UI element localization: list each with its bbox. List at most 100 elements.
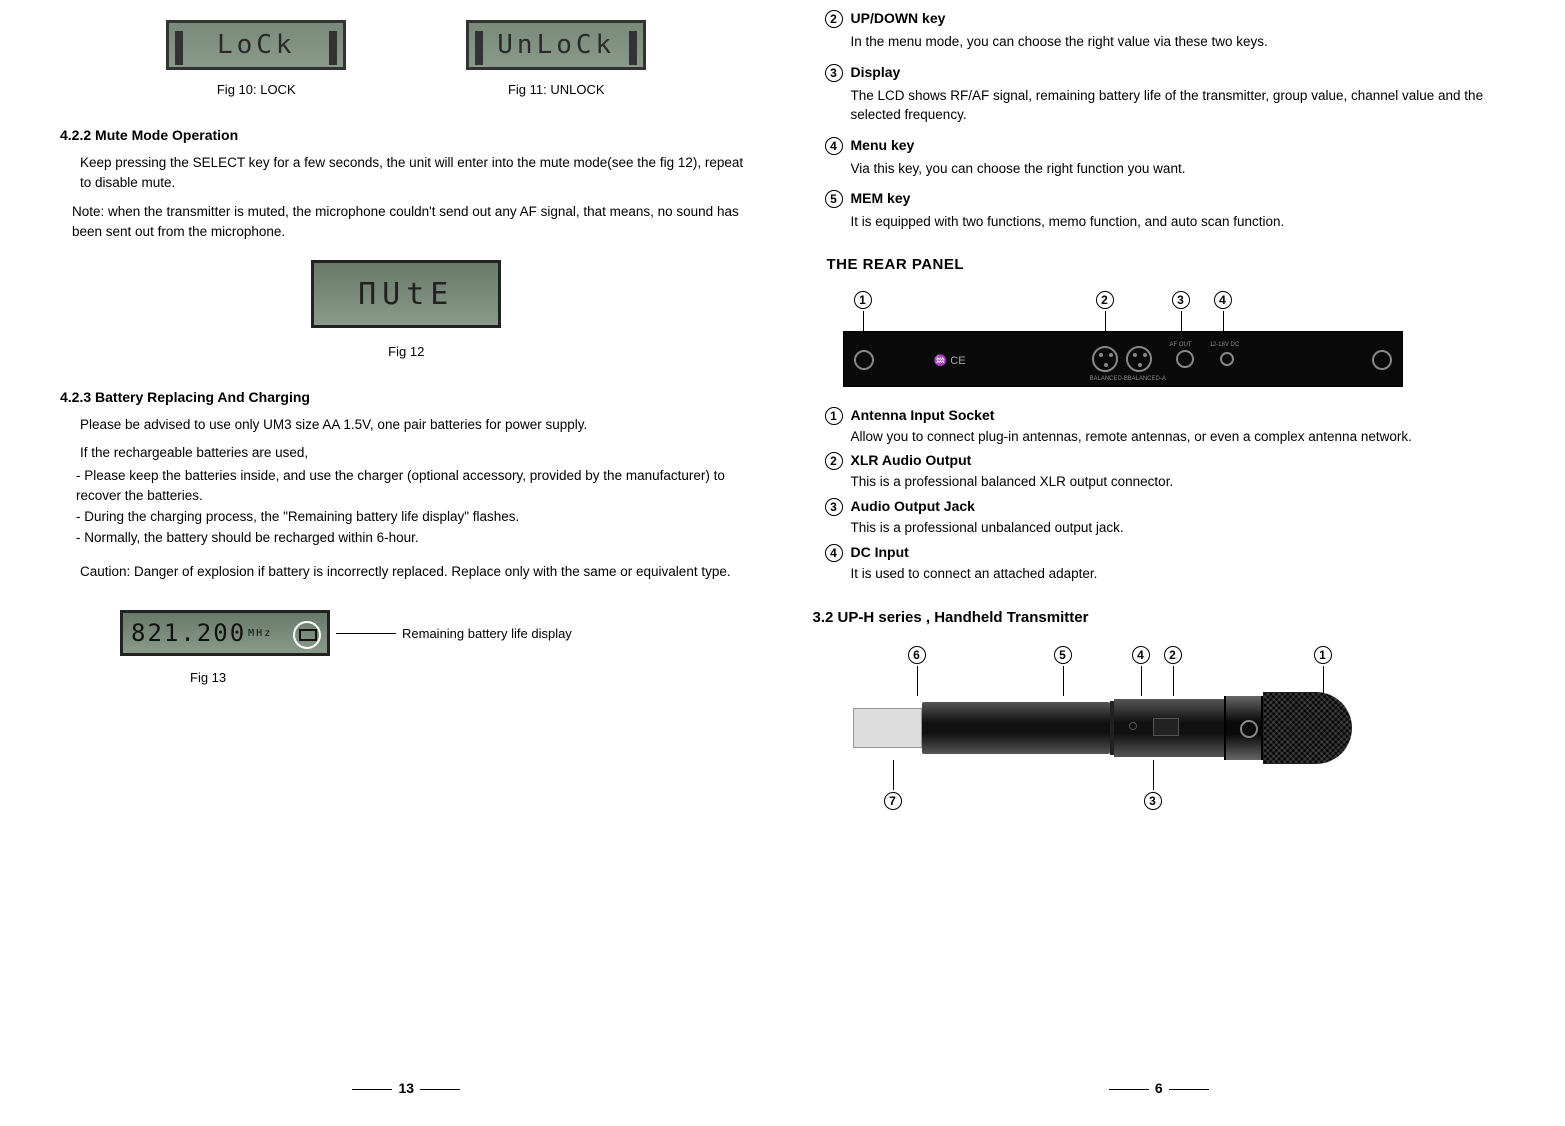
circled-number-icon: 2	[1096, 291, 1114, 309]
lcd-row: LoCk Fig 10: LOCK UnLoCk Fig 11: UNLOCK	[60, 20, 753, 97]
callout-line	[1153, 760, 1154, 790]
callout-line	[893, 760, 894, 790]
item-row: 2 XLR Audio Output	[825, 452, 1506, 470]
fig11-caption: Fig 11: UNLOCK	[466, 82, 646, 97]
item-desc: In the menu mode, you can choose the rig…	[851, 32, 1506, 52]
fig13-wrap: 821.200 MHz Remaining battery life displ…	[120, 610, 753, 656]
rp-label: AF OUT	[1170, 342, 1192, 348]
page-right: 2UP/DOWN key In the menu mode, you can ch…	[783, 10, 1536, 1096]
item-desc: It is equipped with two functions, memo …	[851, 212, 1506, 232]
handheld-mic	[853, 690, 1353, 766]
circled-number-icon: 5	[1054, 646, 1072, 664]
items-top: 2UP/DOWN key In the menu mode, you can ch…	[813, 10, 1506, 232]
page-number-left: 13	[30, 1080, 783, 1096]
circled-number-icon: 1	[825, 407, 843, 425]
rear-panel-heading: THE REAR PANEL	[827, 256, 1506, 273]
fig12-lcd: ΠUtE	[311, 260, 501, 328]
fig10-caption: Fig 10: LOCK	[166, 82, 346, 97]
fig11-block: UnLoCk Fig 11: UNLOCK	[466, 20, 646, 97]
fig11-lcd: UnLoCk	[466, 20, 646, 70]
mic-collar-icon	[1224, 696, 1264, 760]
item-row: 4 DC Input	[825, 544, 1506, 562]
mic-callouts-top: 6 5 42 1	[853, 646, 1373, 690]
item-title: Audio Output Jack	[851, 498, 975, 516]
circled-number-icon: 3	[825, 498, 843, 516]
circled-number-icon: 6	[908, 646, 926, 664]
page-number-right: 6	[783, 1080, 1536, 1096]
fig13-caption: Fig 13	[190, 670, 753, 685]
page-left: LoCk Fig 10: LOCK UnLoCk Fig 11: UNLOCK …	[30, 10, 783, 1096]
item-row: 5 MEM key	[825, 190, 1506, 208]
fig13-freq: 821.200	[131, 619, 246, 647]
rear-callouts: 1 2 3 4	[843, 291, 1403, 331]
rp-label: BALANCED-B	[1090, 376, 1128, 382]
item-desc: The LCD shows RF/AF signal, remaining ba…	[851, 86, 1506, 125]
sec-423-b1: - Please keep the batteries inside, and …	[76, 466, 753, 508]
circled-number-icon: 4	[825, 544, 843, 562]
mic-body-icon	[922, 702, 1110, 754]
mic-grille-icon	[1263, 692, 1352, 764]
mic-display-icon	[1153, 718, 1179, 736]
ce-mark-icon: ♒ CE	[934, 354, 966, 367]
circled-number-icon: 2	[825, 10, 843, 28]
item-title: Display	[851, 64, 901, 82]
sec-32-heading: 3.2 UP-H series , Handheld Transmitter	[813, 609, 1506, 626]
sec-422-p1: Keep pressing the SELECT key for a few s…	[80, 153, 753, 194]
item-title: Antenna Input Socket	[851, 407, 995, 425]
circled-number-icon: 2	[825, 452, 843, 470]
mic-end-icon	[853, 708, 922, 748]
circled-number-icon: 7	[884, 792, 902, 810]
rear-panel: ♒ CE BALANCED-B BALANCED-A AF OUT 12-18V…	[843, 331, 1403, 387]
mic-figure: 65421 73	[853, 646, 1506, 810]
sec-423-heading: 4.2.3 Battery Replacing And Charging	[60, 389, 753, 405]
fig10-block: LoCk Fig 10: LOCK	[166, 20, 346, 97]
sec-423-b3: - Normally, the battery should be rechar…	[76, 528, 753, 549]
leader-line	[336, 633, 396, 634]
sec-423-b2: - During the charging process, the "Rema…	[76, 507, 753, 528]
fig13-lcd: 821.200 MHz	[120, 610, 330, 656]
fig12-wrap: ΠUtE Fig 12	[60, 260, 753, 359]
xlr-b-icon	[1092, 346, 1118, 372]
circled-number-icon: 4	[825, 137, 843, 155]
circled-number-icon: 2	[1164, 646, 1182, 664]
circled-number-icon: 3	[825, 64, 843, 82]
item-desc: This is a professional unbalanced output…	[851, 518, 1506, 538]
circled-number-icon: 4	[1214, 291, 1232, 309]
item-row: 1 Antenna Input Socket	[825, 407, 1506, 425]
item-row: 2UP/DOWN key	[825, 10, 1506, 28]
item-title: MEM key	[851, 190, 911, 208]
antenna-socket-icon	[854, 350, 874, 370]
circled-number-icon: 3	[1144, 792, 1162, 810]
item-row: 3 Display	[825, 64, 1506, 82]
dc-input-icon	[1220, 352, 1234, 366]
xlr-a-icon	[1126, 346, 1152, 372]
circled-number-icon: 1	[854, 291, 872, 309]
fig13-mhz: MHz	[248, 628, 272, 639]
mic-led-icon	[1129, 722, 1137, 730]
circled-number-icon: 3	[1172, 291, 1190, 309]
item-desc: Via this key, you can choose the right f…	[851, 159, 1506, 179]
mic-callouts-bot: 73	[853, 766, 1373, 810]
item-desc: Allow you to connect plug-in antennas, r…	[851, 427, 1506, 447]
sec-422-heading: 4.2.2 Mute Mode Operation	[60, 127, 753, 143]
battery-circle-icon	[293, 621, 321, 649]
item-row: 3 Audio Output Jack	[825, 498, 1506, 516]
sec-423-p1: Please be advised to use only UM3 size A…	[80, 415, 753, 435]
rp-label: BALANCED-A	[1128, 376, 1166, 382]
circled-number-icon: 4	[1132, 646, 1150, 664]
fig12-caption: Fig 12	[60, 344, 753, 359]
circled-number-icon: 1	[1314, 646, 1332, 664]
rear-panel-figure: 1 2 3 4 ♒ CE BALANCED-B BALANCED-A AF OUT 1…	[843, 291, 1506, 387]
item-title: XLR Audio Output	[851, 452, 972, 470]
circled-number-icon: 5	[825, 190, 843, 208]
item-desc: This is a professional balanced XLR outp…	[851, 472, 1506, 492]
item-title: Menu key	[851, 137, 915, 155]
antenna-socket-icon	[1372, 350, 1392, 370]
fig13-label: Remaining battery life display	[402, 626, 572, 641]
fig10-lcd: LoCk	[166, 20, 346, 70]
item-row: 4 Menu key	[825, 137, 1506, 155]
sec-422-note: Note: when the transmitter is muted, the…	[72, 202, 753, 243]
audio-jack-icon	[1176, 350, 1194, 368]
item-title: DC Input	[851, 544, 909, 562]
sec-423-caution: Caution: Danger of explosion if battery …	[80, 563, 753, 582]
